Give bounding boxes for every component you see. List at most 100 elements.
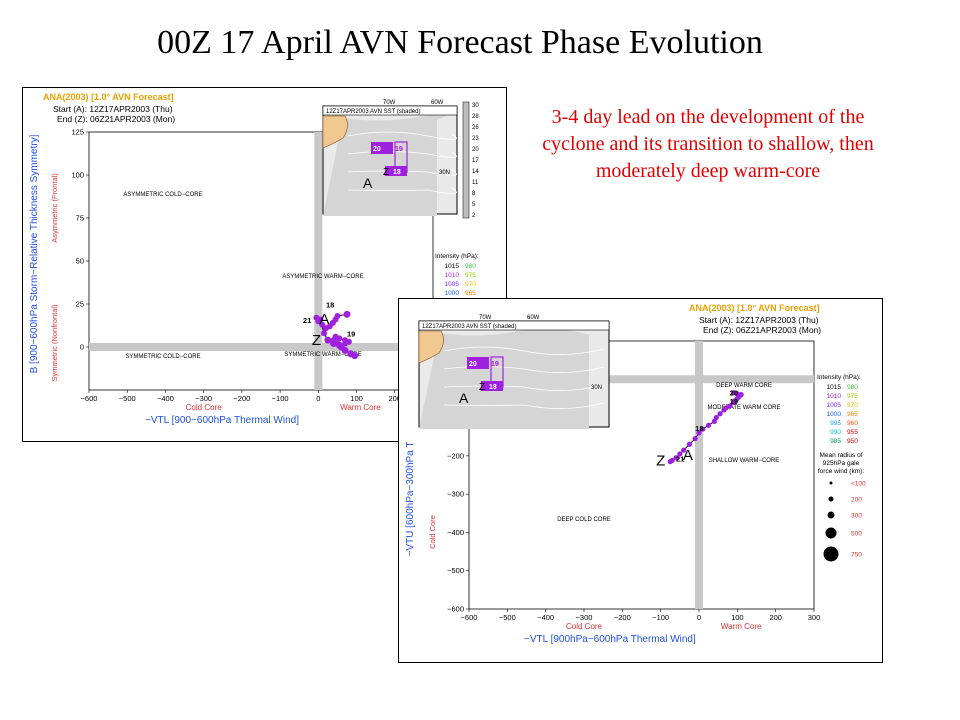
inset-end-marker: Z — [383, 167, 389, 178]
intensity-value-right: 980 — [465, 263, 476, 270]
day-label: 20 — [730, 388, 738, 397]
x-tick-label: −400 — [157, 394, 174, 403]
end-marker: Z — [312, 332, 321, 349]
radius-dot — [827, 511, 835, 519]
y-tick-label: 125 — [71, 128, 84, 137]
track-point — [341, 346, 349, 354]
quadrant-label: ASYMMETRIC WARM−CORE — [282, 274, 363, 280]
track-point — [324, 336, 332, 344]
y-tick-label: −600 — [447, 605, 464, 614]
quadrant-label: SYMMETRIC COLD−CORE — [125, 354, 200, 360]
x-cold-core-label: Cold Core — [186, 403, 223, 412]
radius-dot — [825, 527, 837, 539]
x-tick-label: −300 — [576, 613, 593, 622]
track-point — [319, 321, 326, 328]
radius-value: 200 — [851, 497, 862, 504]
inset-start-marker: A — [459, 390, 469, 406]
radius-dot — [829, 481, 833, 485]
y-tick-label: 50 — [76, 257, 84, 266]
sst-contour — [443, 402, 605, 409]
x-tick-label: −100 — [272, 394, 289, 403]
x-cold-core-label: Cold Core — [566, 622, 603, 631]
track-point — [711, 418, 717, 424]
intensity-value-left: 1005 — [445, 281, 460, 288]
colorbar-label: 23 — [472, 136, 479, 142]
track-point — [669, 457, 675, 464]
coastline — [322, 115, 348, 149]
y-tick-label: −500 — [447, 566, 464, 575]
radius-value: 300 — [851, 513, 862, 520]
sst-contour — [347, 187, 457, 194]
sst-contour — [347, 131, 457, 140]
track-point — [322, 325, 329, 332]
track-label: 20 — [373, 146, 381, 153]
radius-value: 750 — [851, 552, 862, 559]
intensity-value-right: 970 — [847, 402, 858, 409]
track-point — [686, 441, 693, 447]
track-point — [342, 337, 349, 344]
track-point — [730, 390, 737, 396]
quadrant-label: MODERATE WARM CORE — [708, 405, 781, 411]
start-marker: A — [319, 311, 329, 328]
track-point — [321, 330, 328, 337]
track-point — [705, 422, 712, 428]
intensity-value-right: 955 — [847, 429, 858, 436]
x-tick-label: 100 — [350, 394, 363, 403]
day-label: 21 — [676, 455, 684, 464]
x-tick-label: −500 — [119, 394, 136, 403]
day-label: 18 — [326, 300, 334, 309]
colorbar-label: 26 — [472, 125, 479, 131]
track-point — [677, 451, 683, 457]
y-symmetric-label: Symmetric (Nonfrontal) — [50, 304, 59, 382]
inset-lat-label: 30N — [591, 385, 602, 391]
track-label: 19 — [395, 146, 403, 153]
intensity-value-left: 995 — [830, 420, 841, 427]
quadrant-label: SYMMETRIC WARM−CORE — [284, 352, 361, 358]
colorbar-label: 2 — [472, 213, 476, 219]
x-tick-label: 0 — [316, 394, 320, 403]
day-label: 21 — [303, 316, 311, 325]
x-warm-core-label: Warm Core — [340, 403, 381, 412]
x-axis-label: −VTL [900hPa−600hPa Thermal Wind] — [524, 634, 696, 645]
sst-colorbar — [462, 101, 470, 219]
sst-contour — [347, 151, 457, 158]
inset-lon-label: 70W — [383, 100, 396, 106]
y-tick-label: −400 — [447, 528, 464, 537]
intensity-value-left: 1000 — [827, 411, 842, 418]
y-tick-label: 100 — [71, 171, 84, 180]
colorbar-label: 20 — [472, 147, 479, 153]
colorbar-label: 11 — [472, 180, 479, 186]
sst-shading — [419, 328, 589, 429]
radius-value: <100 — [851, 481, 866, 488]
inset-end-marker: Z — [479, 382, 485, 393]
chart-title: ANA(2003) [1.0° AVN Forecast] — [689, 303, 820, 313]
y-cold-core-label: Cold Core — [428, 515, 437, 549]
intensity-value-left: 1005 — [827, 402, 842, 409]
x-tick-label: −200 — [614, 613, 631, 622]
colorbar-label: 14 — [472, 169, 479, 175]
end-marker: Z — [656, 452, 665, 469]
track-point — [673, 455, 679, 461]
day-label: 18 — [695, 424, 703, 433]
inset-lon-label: 60W — [527, 315, 540, 321]
chart-subtitle-end: End (Z): 06Z21APR2003 (Mon) — [703, 325, 821, 335]
inset-lat-label: 30N — [439, 170, 450, 176]
x-tick-label: −200 — [233, 394, 250, 403]
x-tick-label: 200 — [389, 394, 402, 403]
colorbar-label: 28 — [472, 114, 479, 120]
y-axis-label: B [900−600hPa Storm−Relative Thickness S… — [29, 134, 40, 373]
intensity-value-right: 950 — [847, 438, 858, 445]
track-label: 20 — [469, 361, 477, 368]
quadrant-label: DEEP WARM CORE — [716, 383, 772, 389]
track-point — [330, 337, 337, 344]
x-tick-label: 200 — [769, 613, 782, 622]
intensity-value-left: 985 — [830, 438, 841, 445]
quadrant-label: DEEP COLD CORE — [557, 517, 611, 523]
chart-subtitle-start: Start (A): 12Z17APR2003 (Thu) — [53, 104, 173, 114]
intensity-value-right: 970 — [465, 281, 476, 288]
y-tick-label: 75 — [76, 214, 84, 223]
track-box — [371, 142, 393, 154]
x-tick-label: 0 — [697, 613, 701, 622]
intensity-value-right: 960 — [847, 420, 858, 427]
colorbar-label: 5 — [472, 202, 476, 208]
